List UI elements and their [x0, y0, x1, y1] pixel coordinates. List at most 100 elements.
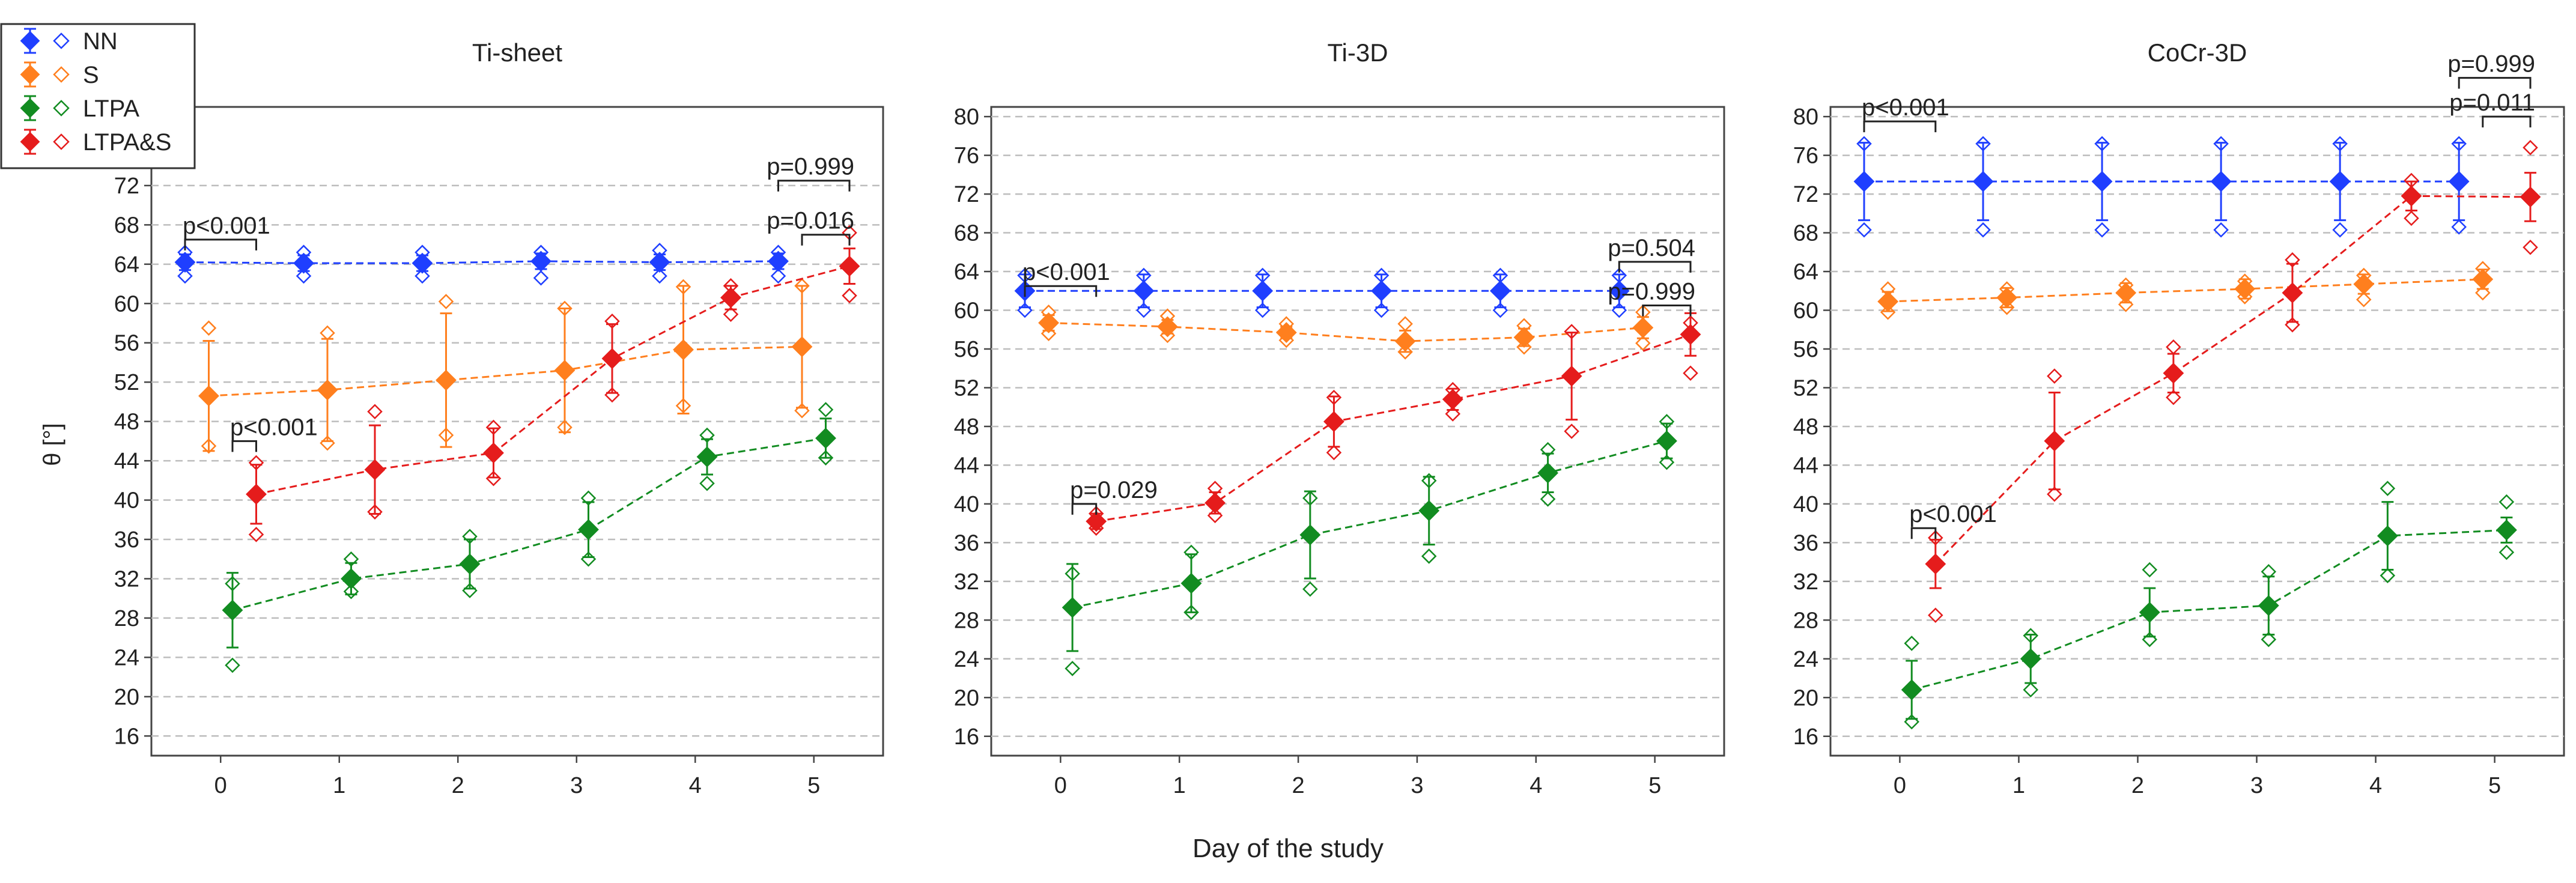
trend-line: [1934, 195, 2531, 565]
y-tick-label: 60: [114, 291, 139, 317]
mean-marker: [2472, 269, 2494, 290]
mean-marker: [412, 252, 433, 274]
legend-label: NN: [83, 28, 118, 55]
replicate-point: [2356, 292, 2372, 308]
x-axis-label: Day of the study: [1192, 834, 1384, 863]
replicate-point: [2499, 494, 2515, 510]
y-tick-label: 16: [114, 724, 139, 749]
replicate-point: [296, 268, 312, 284]
replicate-point: [2451, 219, 2467, 235]
trend-line: [184, 260, 779, 264]
mean-marker: [1418, 500, 1440, 521]
replicate-point: [2023, 682, 2039, 698]
replicate-point: [1856, 222, 1872, 238]
mean-marker: [2020, 648, 2041, 670]
bracket-line: [1863, 120, 1937, 133]
x-tick-label: 5: [807, 773, 820, 798]
replicate-point: [248, 527, 264, 542]
legend-replicate-marker: [53, 66, 70, 83]
mean-marker: [2044, 430, 2065, 452]
replicate-point: [415, 268, 430, 284]
p-value-label: p<0.001: [230, 414, 318, 440]
y-tick-label: 60: [1793, 299, 1818, 324]
mean-marker: [1442, 389, 1463, 410]
replicate-point: [2142, 562, 2158, 578]
mean-marker: [1062, 596, 1083, 618]
significance-bracket: p<0.001: [1909, 501, 1997, 539]
y-tick-label: 40: [114, 488, 139, 514]
chart-title: Ti-3D: [1327, 38, 1388, 67]
mean-marker: [1680, 324, 1701, 345]
mean-marker: [198, 385, 219, 407]
mean-marker: [459, 553, 481, 575]
significance-bracket: p=0.504: [1608, 235, 1695, 273]
mean-marker: [2329, 171, 2351, 192]
y-tick-label: 52: [954, 375, 979, 401]
mean-marker: [222, 599, 243, 621]
x-tick-label: 5: [2488, 773, 2501, 798]
mean-marker: [1656, 430, 1677, 452]
series-ltpa-s: [246, 225, 860, 542]
y-tick-label: 20: [114, 685, 139, 710]
y-tick-label: 24: [954, 647, 979, 672]
replicate-point: [1928, 607, 1943, 624]
replicate-point: [2213, 222, 2229, 238]
mean-marker: [246, 484, 267, 505]
replicate-point: [485, 470, 502, 487]
replicate-point: [699, 475, 715, 491]
chart-title: Ti-sheet: [472, 38, 562, 67]
significance-bracket: p=0.016: [767, 208, 854, 246]
p-value-label: p=0.999: [2447, 51, 2535, 77]
y-tick-label: 72: [114, 174, 139, 199]
y-tick-label: 24: [114, 645, 139, 670]
y-tick-label: 56: [114, 331, 139, 356]
mean-marker: [1877, 291, 1899, 312]
bracket-line: [1642, 304, 1692, 317]
y-axis-label: θ [°]: [39, 423, 65, 466]
mean-marker: [436, 369, 457, 391]
mean-marker: [1133, 280, 1155, 302]
y-tick-label: 64: [954, 259, 979, 285]
replicate-point: [652, 268, 667, 284]
trend-line: [1888, 278, 2483, 303]
mean-marker: [1252, 280, 1274, 302]
series-ltpa: [1901, 481, 2517, 730]
bracket-line: [1071, 503, 1098, 515]
y-tick-label: 80: [954, 105, 979, 130]
y-tick-label: 28: [114, 606, 139, 631]
series-s: [1038, 304, 1654, 360]
y-tick-label: 48: [954, 414, 979, 440]
series-nn: [1853, 136, 2470, 238]
p-value-label: p=0.504: [1608, 235, 1695, 261]
replicate-point: [2523, 239, 2538, 255]
trend-line: [1096, 333, 1691, 523]
series-s: [1877, 261, 2494, 320]
mean-marker: [483, 442, 504, 464]
replicate-point: [1065, 661, 1080, 676]
bracket-line: [231, 440, 257, 452]
series-ltpa: [222, 402, 836, 673]
series-ltpa: [1062, 414, 1677, 676]
x-tick-label: 2: [1292, 773, 1305, 798]
y-tick-label: 72: [954, 182, 979, 207]
replicate-point: [2166, 389, 2181, 405]
mean-marker: [1275, 322, 1297, 343]
plot-area: [1829, 106, 2565, 757]
y-tick-label: 64: [1793, 259, 1818, 285]
mean-marker: [673, 339, 694, 360]
mean-marker: [2401, 185, 2422, 207]
y-tick-label: 36: [1793, 530, 1818, 556]
p-value-label: p<0.001: [1862, 94, 1949, 121]
trend-line: [1048, 321, 1643, 342]
replicate-point: [2380, 481, 2396, 496]
mean-marker: [554, 360, 576, 381]
significance-bracket: p=0.011: [2449, 90, 2535, 128]
mean-marker: [1157, 316, 1178, 338]
bracket-line: [801, 234, 851, 246]
y-tick-label: 36: [114, 527, 139, 553]
series-nn: [1014, 267, 1630, 318]
p-value-label: p<0.001: [1909, 501, 1997, 527]
replicate-point: [1635, 335, 1651, 351]
